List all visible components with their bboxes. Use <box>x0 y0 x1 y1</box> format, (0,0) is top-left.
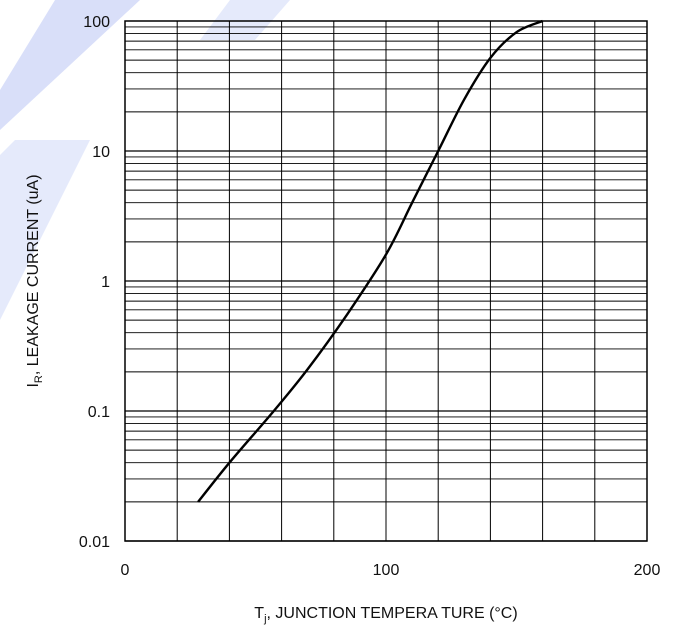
plot-frame <box>124 20 648 542</box>
y-tick-labels: 0.01 0.1 1 10 100 <box>79 14 110 551</box>
y-tick-label: 10 <box>92 144 110 161</box>
leakage-current-curve <box>197 19 544 503</box>
x-axis-label: Tj, JUNCTION TEMPERA TURE (°C) <box>254 605 517 625</box>
chart-grid <box>125 21 647 542</box>
x-tick-label: 200 <box>634 562 661 579</box>
y-tick-label: 0.1 <box>88 404 110 421</box>
x-tick-label: 100 <box>373 562 400 579</box>
y-axis-label: IR, LEAKAGE CURRENT (uA) <box>25 174 45 387</box>
y-tick-label: 100 <box>83 14 110 31</box>
x-tick-label: 0 <box>121 562 130 579</box>
x-tick-labels: 0 100 200 <box>121 562 661 579</box>
y-tick-label: 0.01 <box>79 534 110 551</box>
y-tick-label: 1 <box>101 274 110 291</box>
